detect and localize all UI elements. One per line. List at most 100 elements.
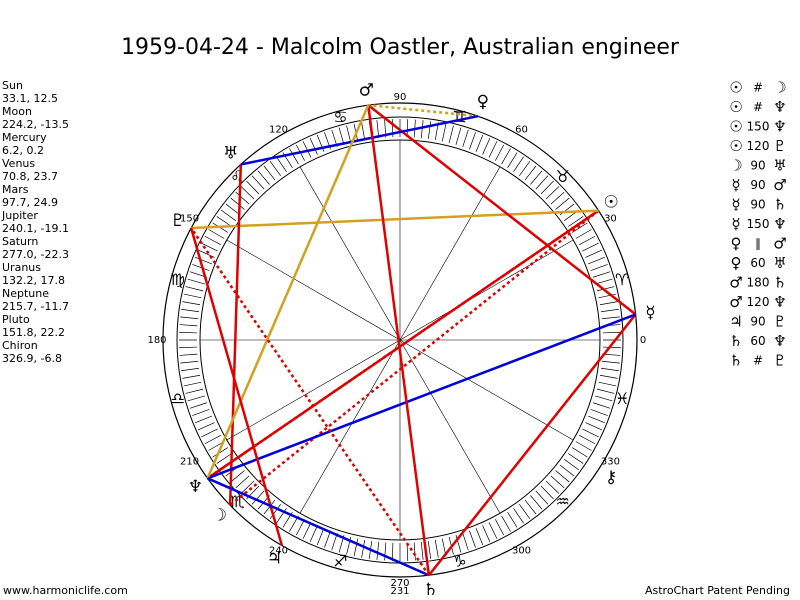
planet-name: Mars xyxy=(2,183,29,196)
house-spoke xyxy=(399,239,574,341)
aspect-line xyxy=(206,104,370,479)
ring-tick xyxy=(240,186,255,200)
aspect-to: ♇ xyxy=(773,352,786,370)
sign-glyph: ♑ xyxy=(452,552,466,571)
ring-tick xyxy=(187,395,205,402)
aspect-from: ♀ xyxy=(731,254,742,272)
chart-title: 1959-04-24 - Malcolm Oastler, Australian… xyxy=(121,35,680,60)
ring-tick xyxy=(246,180,260,195)
aspect-line xyxy=(368,103,479,118)
ring-tick xyxy=(571,447,588,458)
aspect-line xyxy=(367,104,637,316)
ring-tick xyxy=(555,470,570,483)
ring-tick xyxy=(420,120,424,139)
ring-tick xyxy=(179,331,198,334)
ring-tick xyxy=(420,541,424,560)
ring-tick xyxy=(585,249,603,258)
footer-right: AstroChart Patent Pending xyxy=(645,584,790,597)
planet-name: Sun xyxy=(2,79,23,92)
ring-tick xyxy=(599,374,618,379)
ring-tick xyxy=(494,519,505,536)
planet-position: 6.2, 0.2 xyxy=(2,144,44,157)
ring-tick xyxy=(555,197,570,210)
ring-tick xyxy=(391,542,394,561)
ring-tick xyxy=(309,525,318,543)
degree-label: 300 xyxy=(512,545,531,556)
ring-tick xyxy=(579,235,596,246)
aspect-to: ♆ xyxy=(773,215,786,233)
aspect-from: ♂ xyxy=(729,293,742,311)
planet-position: 240.1, -19.1 xyxy=(2,222,69,235)
sign-glyph: ♐ xyxy=(333,552,347,571)
ring-tick xyxy=(455,127,462,145)
planet-glyph: ♀ xyxy=(477,92,489,112)
aspect-type: 90 xyxy=(750,198,765,212)
aspect-from: ☉ xyxy=(729,79,742,97)
ring-tick xyxy=(212,447,229,458)
ring-tick xyxy=(513,156,524,172)
planet-name: Mercury xyxy=(2,131,47,144)
house-spoke xyxy=(226,239,401,341)
planet-name: Pluto xyxy=(2,313,30,326)
ring-tick xyxy=(462,129,469,148)
ring-tick xyxy=(568,216,584,227)
aspect-to: ♂ xyxy=(773,176,786,194)
planet-name: Jupiter xyxy=(1,209,38,222)
ring-tick xyxy=(596,388,615,394)
aspect-type: ∥ xyxy=(755,237,761,251)
aspect-type: 120 xyxy=(747,139,770,153)
ring-tick xyxy=(180,316,199,320)
ring-tick xyxy=(601,316,620,320)
ring-tick xyxy=(545,186,560,200)
aspect-type: 180 xyxy=(747,276,770,290)
ring-tick xyxy=(475,528,484,546)
planet-glyph: ☉ xyxy=(603,192,618,212)
footer-left: www.harmoniclife.com xyxy=(3,584,128,597)
aspect-to: ☽ xyxy=(773,79,786,97)
aspect-type: # xyxy=(753,354,763,368)
ring-tick xyxy=(197,249,215,258)
aspect-type: 150 xyxy=(747,120,770,134)
ring-tick xyxy=(316,528,325,546)
planet-position: 326.9, -6.8 xyxy=(2,352,62,365)
house-spoke xyxy=(299,339,401,514)
ring-tick xyxy=(519,161,531,176)
planet-position: 151.8, 22.2 xyxy=(2,326,65,339)
planet-glyph: ☿ xyxy=(645,303,655,323)
aspect-from: ☿ xyxy=(731,176,740,194)
aspect-from: ♄ xyxy=(729,332,742,350)
aspect-type: 120 xyxy=(747,295,770,309)
aspect-type: # xyxy=(753,100,763,114)
ring-tick xyxy=(406,542,409,561)
planet-glyph: ♅ xyxy=(223,143,238,163)
ring-tick xyxy=(276,156,287,172)
aspect-from: ☉ xyxy=(729,118,742,136)
planet-position: 132.2, 17.8 xyxy=(2,274,65,287)
ring-tick xyxy=(230,197,245,210)
aspect-line xyxy=(207,313,637,480)
ring-tick xyxy=(596,286,615,292)
sign-glyph: ♎ xyxy=(171,389,185,408)
ring-tick xyxy=(179,346,198,349)
ring-tick xyxy=(269,504,281,519)
aspect-line xyxy=(240,114,479,166)
aspect-line xyxy=(367,104,431,576)
ring-tick xyxy=(185,286,204,292)
aspect-to: ♆ xyxy=(773,293,786,311)
planet-name: Neptune xyxy=(2,287,49,300)
aspect-type: 150 xyxy=(747,217,770,231)
degree-label: 330 xyxy=(601,457,620,468)
ring-tick xyxy=(204,434,221,445)
ring-tick xyxy=(216,453,232,464)
ring-tick xyxy=(530,495,543,510)
ring-tick xyxy=(441,123,447,142)
ring-tick xyxy=(600,367,619,372)
ring-tick xyxy=(540,180,554,195)
ring-tick xyxy=(192,264,210,271)
ring-tick xyxy=(269,161,281,176)
ring-tick xyxy=(257,170,270,185)
ring-tick xyxy=(201,242,218,252)
sign-glyph: ♒ xyxy=(555,492,569,511)
ring-tick xyxy=(324,530,331,548)
sign-glyph: ♓ xyxy=(615,389,629,408)
